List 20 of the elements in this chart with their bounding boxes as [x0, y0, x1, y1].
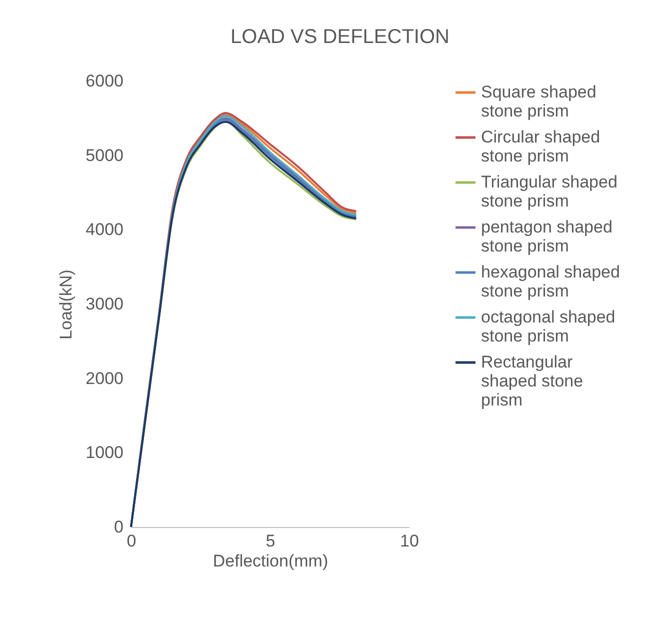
- x-tick-label: 10: [400, 532, 419, 550]
- y-tick-label: 4000: [86, 220, 124, 240]
- legend-label: Rectangular shaped stone prism: [481, 352, 584, 410]
- legend-label: Triangular shaped stone prism: [481, 172, 618, 210]
- y-tick-label: 5000: [86, 146, 124, 165]
- y-tick-label: 6000: [86, 72, 124, 90]
- legend-label: octagonal shaped stone prism: [481, 308, 616, 346]
- legend-label: Circular shaped stone prism: [481, 128, 600, 166]
- legend-label: pentagon shaped stone prism: [481, 218, 612, 256]
- x-axis-title: Deflection(mm): [212, 552, 328, 570]
- y-tick-label: 0: [114, 518, 124, 536]
- y-tick-label: 1000: [86, 443, 124, 462]
- y-tick-label: 3000: [86, 294, 124, 314]
- y-tick-label: 2000: [86, 368, 124, 388]
- chart-title: LOAD VS DEFLECTION: [230, 26, 450, 48]
- legend-label: hexagonal shaped stone prism: [481, 262, 620, 300]
- x-tick-label: 5: [266, 532, 276, 550]
- y-axis-title: Load(kN): [56, 270, 76, 340]
- x-tick-label: 0: [126, 532, 136, 550]
- legend-label: Square shaped stone prism: [481, 82, 596, 120]
